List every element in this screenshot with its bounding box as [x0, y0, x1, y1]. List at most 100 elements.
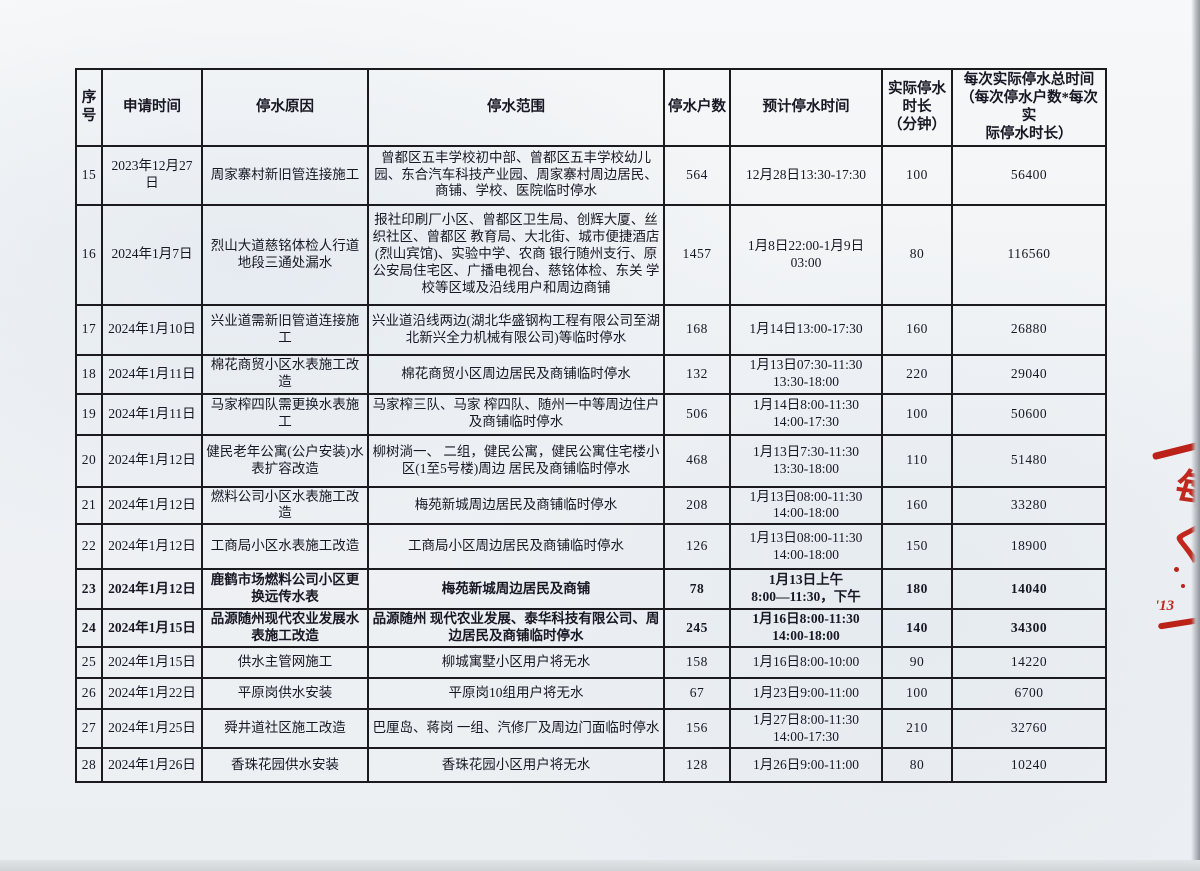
cell-date: 2024年1月12日 — [101, 568, 203, 611]
cell-households: 78 — [663, 568, 731, 611]
cell-total: 51480 — [951, 433, 1107, 488]
cell-households: 156 — [663, 708, 731, 750]
cell-no: 21 — [75, 485, 103, 526]
cell-no: 22 — [75, 523, 103, 571]
cell-total: 116560 — [951, 203, 1107, 306]
table-row: 18 2024年1月11日 棉花商贸小区水表施工改造 棉花商贸小区周边居民及商铺临时停… — [75, 353, 1107, 395]
cell-planned: 1月16日8:00-10:00 — [729, 646, 883, 680]
table-row: 15 2023年12月27日 周家寨村新旧管连接施工 曾都区五丰学校初中部、曾都区五丰… — [75, 144, 1107, 206]
cell-no: 17 — [75, 303, 103, 356]
cell-date: 2024年1月26日 — [101, 747, 203, 784]
cell-minutes: 110 — [881, 433, 953, 488]
table-row: 28 2024年1月26日 香珠花园供水安装 香珠花园小区用户将无水 128 1月26日9… — [75, 747, 1107, 784]
cell-no: 16 — [75, 203, 103, 306]
table-row: 25 2024年1月15日 供水主管网施工 柳城寓墅小区用户将无水 158 1月16日8:… — [75, 646, 1107, 680]
cell-reason: 供水主管网施工 — [201, 646, 369, 680]
cell-reason: 香珠花园供水安装 — [201, 747, 369, 784]
cell-date: 2024年1月11日 — [101, 392, 203, 436]
cell-households: 67 — [663, 677, 731, 711]
cell-total: 6700 — [951, 677, 1107, 711]
cell-minutes: 100 — [881, 677, 953, 711]
column-header-total: 每次实际停水总时间 （每次停水户数*每次实 际停水时长） — [951, 68, 1107, 147]
cell-date: 2024年1月12日 — [101, 485, 203, 526]
cell-date: 2024年1月10日 — [101, 303, 203, 356]
cell-reason: 马家榨四队需更换水表施工 — [201, 392, 369, 436]
cell-total: 26880 — [951, 303, 1107, 356]
cell-no: 23 — [75, 568, 103, 611]
table-header-row: 序 号申请时间 停水原因 停水范围 停水户数 预计停水时间 实际停水 时长 （分钟） 每次实… — [75, 68, 1107, 147]
cell-minutes: 140 — [881, 608, 953, 649]
cell-planned: 1月13日08:00-11:30 14:00-18:00 — [729, 523, 883, 571]
cell-no: 26 — [75, 677, 103, 711]
cell-households: 506 — [663, 392, 731, 436]
cell-households: 128 — [663, 747, 731, 784]
cell-minutes: 210 — [881, 708, 953, 750]
column-header-minutes: 实际停水 时长 （分钟） — [881, 68, 953, 147]
table-row: 22 2024年1月12日 工商局小区水表施工改造 工商局小区周边居民及商铺临时停水 1… — [75, 523, 1107, 571]
column-header-scope: 停水范围 — [367, 68, 665, 147]
cell-scope: 曾都区五丰学校初中部、曾都区五丰学校幼儿园、东合汽车科技产业园、周家寨村周边居民… — [367, 144, 665, 206]
cell-total: 14040 — [951, 568, 1107, 611]
cell-households: 126 — [663, 523, 731, 571]
cell-households: 468 — [663, 433, 731, 488]
table-row: 20 2024年1月12日 健民老年公寓(公户安装)水表扩容改造 柳树淌一、 二组，健… — [75, 433, 1107, 488]
cell-planned: 1月16日8:00-11:30 14:00-18:00 — [729, 608, 883, 649]
cell-scope: 香珠花园小区用户将无水 — [367, 747, 665, 784]
cell-no: 18 — [75, 353, 103, 395]
table-row: 26 2024年1月22日 平原岗供水安装 平原岗10组用户将无水 67 1月23日9:0… — [75, 677, 1107, 711]
cell-reason: 工商局小区水表施工改造 — [201, 523, 369, 571]
cell-households: 564 — [663, 144, 731, 206]
water-outage-table: 序 号申请时间 停水原因 停水范围 停水户数 预计停水时间 实际停水 时长 （分钟） 每次实… — [75, 68, 1107, 784]
cell-scope: 马家榨三队、马家 榨四队、随州一中等周边住户及商铺临时停水 — [367, 392, 665, 436]
column-header-date: 申请时间 — [101, 68, 203, 147]
cell-planned: 1月14日8:00-11:30 14:00-17:30 — [729, 392, 883, 436]
cell-reason: 周家寨村新旧管连接施工 — [201, 144, 369, 206]
cell-date: 2024年1月12日 — [101, 433, 203, 488]
cell-minutes: 80 — [881, 203, 953, 306]
cell-scope: 柳树淌一、 二组，健民公寓，健民公寓住宅楼小区(1至5号楼)周边 居民及商铺临时… — [367, 433, 665, 488]
cell-households: 245 — [663, 608, 731, 649]
cell-total: 50600 — [951, 392, 1107, 436]
cell-scope: 报社印刷厂小区、曾都区卫生局、创辉大厦、丝织社区、曾都区 教育局、大北街、城市便… — [367, 203, 665, 306]
table-row: 23 2024年1月12日 鹿鹤市场燃料公司小区更换远传水表 梅苑新城周边居民及商铺 7… — [75, 568, 1107, 611]
cell-total: 56400 — [951, 144, 1107, 206]
cell-date: 2024年1月15日 — [101, 646, 203, 680]
cell-minutes: 100 — [881, 392, 953, 436]
cell-total: 34300 — [951, 608, 1107, 649]
cell-planned: 1月8日22:00-1月9日 03:00 — [729, 203, 883, 306]
cell-reason: 品源随州现代农业发展水表施工改造 — [201, 608, 369, 649]
cell-date: 2024年1月12日 — [101, 523, 203, 571]
cell-scope: 棉花商贸小区周边居民及商铺临时停水 — [367, 353, 665, 395]
table-row: 16 2024年1月7日 烈山大道慈铭体检人行道地段三通处漏水 报社印刷厂小区、曾都区… — [75, 203, 1107, 306]
table-row: 21 2024年1月12日 燃料公司小区水表施工改造 梅苑新城周边居民及商铺临时停水 2… — [75, 485, 1107, 526]
cell-reason: 烈山大道慈铭体检人行道地段三通处漏水 — [201, 203, 369, 306]
cell-date: 2024年1月15日 — [101, 608, 203, 649]
cell-reason: 兴业道需新旧管道连接施工 — [201, 303, 369, 356]
cell-no: 15 — [75, 144, 103, 206]
cell-date: 2023年12月27日 — [101, 144, 203, 206]
cell-total: 18900 — [951, 523, 1107, 571]
cell-minutes: 100 — [881, 144, 953, 206]
cell-households: 132 — [663, 353, 731, 395]
red-ink-note: '13 — [1155, 598, 1175, 614]
cell-no: 28 — [75, 747, 103, 784]
cell-scope: 平原岗10组用户将无水 — [367, 677, 665, 711]
cell-reason: 平原岗供水安装 — [201, 677, 369, 711]
table-row: 24 2024年1月15日 品源随州现代农业发展水表施工改造 品源随州 现代农业发展、… — [75, 608, 1107, 649]
cell-no: 20 — [75, 433, 103, 488]
cell-minutes: 150 — [881, 523, 953, 571]
cell-scope: 兴业道沿线两边(湖北华盛钢构工程有限公司至湖北新兴全力机械有限公司)等临时停水 — [367, 303, 665, 356]
cell-scope: 品源随州 现代农业发展、泰华科技有限公司、周边居民及商铺临时停水 — [367, 608, 665, 649]
cell-reason: 鹿鹤市场燃料公司小区更换远传水表 — [201, 568, 369, 611]
cell-planned: 12月28日13:30-17:30 — [729, 144, 883, 206]
cell-total: 10240 — [951, 747, 1107, 784]
cell-no: 24 — [75, 608, 103, 649]
scan-right-edge-shadow — [1191, 0, 1200, 860]
cell-minutes: 180 — [881, 568, 953, 611]
cell-date: 2024年1月7日 — [101, 203, 203, 306]
cell-reason: 健民老年公寓(公户安装)水表扩容改造 — [201, 433, 369, 488]
cell-date: 2024年1月22日 — [101, 677, 203, 711]
cell-scope: 梅苑新城周边居民及商铺 — [367, 568, 665, 611]
cell-households: 1457 — [663, 203, 731, 306]
